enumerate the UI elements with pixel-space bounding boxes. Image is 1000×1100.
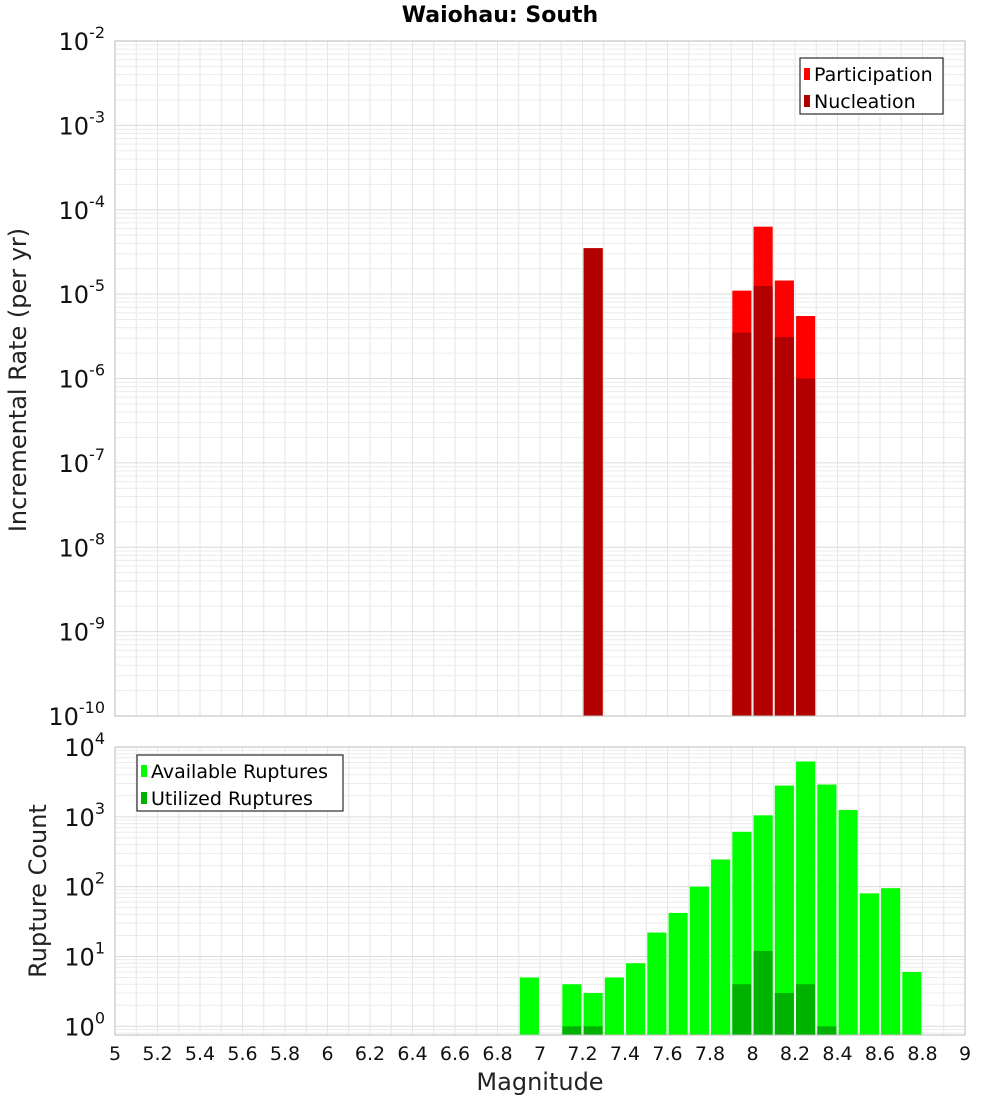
x-tick-label: 9 xyxy=(959,1043,971,1065)
bar xyxy=(562,984,582,1035)
legend: Available Ruptures Utilized Ruptures xyxy=(136,754,344,812)
y-tick-label: 103 xyxy=(64,799,105,832)
legend-label: Nucleation xyxy=(814,91,916,113)
bar xyxy=(604,977,624,1035)
rupture-count-panel: 100 101 102 103 104 5 5.2 5.4 5.6 5.8 6 6.2 6.4 6.6 6.… xyxy=(64,729,971,1065)
y-tick-label: 102 xyxy=(64,869,105,902)
bar xyxy=(689,886,709,1035)
series-secondary-bars xyxy=(583,248,816,717)
x-tick-label: 8.2 xyxy=(780,1043,810,1065)
x-tick-label: 7 xyxy=(534,1043,546,1065)
x-tick-label: 8.6 xyxy=(865,1043,895,1065)
legend-swatch xyxy=(804,95,810,107)
legend: Participation Nucleation xyxy=(799,57,944,115)
bar xyxy=(753,950,773,1035)
bar xyxy=(796,378,816,716)
legend-swatch xyxy=(141,792,147,804)
bar xyxy=(817,784,837,1035)
legend-box xyxy=(799,57,944,115)
bar xyxy=(732,332,752,716)
bar xyxy=(902,971,922,1035)
bar xyxy=(711,859,731,1035)
bar xyxy=(562,1026,582,1035)
x-tick-label: 6.4 xyxy=(397,1043,427,1065)
y-tick-label: 10-6 xyxy=(59,361,106,394)
x-tick-label: 6.2 xyxy=(355,1043,385,1065)
chart-title: Waiohau: South xyxy=(402,3,598,28)
bar xyxy=(732,984,752,1035)
plot-frame xyxy=(114,746,966,1036)
y-tick-labels: 10-2 10-3 10-4 10-5 10-6 10-7 10-8 10-9 10-10 xyxy=(48,23,105,731)
x-tick-label: 5 xyxy=(109,1043,121,1065)
legend-label: Participation xyxy=(814,64,933,86)
y-tick-label: 10-7 xyxy=(59,445,106,478)
y-tick-label: 10-9 xyxy=(59,614,106,647)
y-tick-label: 10-10 xyxy=(48,698,105,731)
y-tick-label: 10-2 xyxy=(59,23,106,56)
bar xyxy=(519,977,539,1035)
bar xyxy=(774,337,794,716)
x-tick-label: 8.4 xyxy=(822,1043,852,1065)
x-tick-label: 8 xyxy=(746,1043,758,1065)
y-tick-label: 10-3 xyxy=(59,107,106,140)
bar xyxy=(583,1026,603,1035)
legend-label: Utilized Ruptures xyxy=(151,788,313,810)
bar xyxy=(817,1026,837,1035)
bar xyxy=(583,992,603,1035)
y-tick-label: 100 xyxy=(64,1008,105,1041)
x-tick-label: 7.6 xyxy=(652,1043,682,1065)
bar xyxy=(668,912,688,1035)
series-primary-bars xyxy=(519,761,922,1035)
x-tick-label: 8.8 xyxy=(907,1043,937,1065)
legend-swatch xyxy=(141,765,147,777)
x-tick-label: 6.6 xyxy=(440,1043,470,1065)
bar xyxy=(732,831,752,1035)
bottom-y-axis-label: Rupture Count xyxy=(24,804,52,978)
x-tick-label: 5.2 xyxy=(142,1043,172,1065)
bar xyxy=(796,761,816,1035)
x-tick-label: 5.6 xyxy=(227,1043,257,1065)
x-tick-label: 5.4 xyxy=(185,1043,215,1065)
x-axis-label: Magnitude xyxy=(476,1068,603,1096)
x-tick-label: 7.2 xyxy=(567,1043,597,1065)
y-tick-label: 10-5 xyxy=(59,276,106,309)
bar xyxy=(881,888,901,1035)
grid-lines xyxy=(114,40,966,717)
x-tick-label: 7.4 xyxy=(610,1043,640,1065)
legend-box xyxy=(136,754,344,812)
bar xyxy=(647,932,667,1035)
x-tick-label: 5.8 xyxy=(270,1043,300,1065)
plot-frame xyxy=(114,40,966,717)
x-tick-label: 6 xyxy=(321,1043,333,1065)
bar xyxy=(774,785,794,1035)
y-tick-labels: 100 101 102 103 104 xyxy=(64,729,105,1041)
incremental-rate-panel: 10-2 10-3 10-4 10-5 10-6 10-7 10-8 10-9 10-10 Par… xyxy=(48,23,966,731)
x-tick-labels: 5 5.2 5.4 5.6 5.8 6 6.2 6.4 6.6 6.8 7 7.2 7.4 7.6 7.8 8… xyxy=(109,1043,971,1065)
bar xyxy=(774,992,794,1035)
y-tick-label: 10-4 xyxy=(59,192,106,225)
bar xyxy=(796,984,816,1035)
y-tick-label: 10-8 xyxy=(59,529,106,562)
y-tick-label: 101 xyxy=(64,938,105,971)
bar xyxy=(753,285,773,716)
bar xyxy=(626,963,646,1035)
bar xyxy=(859,893,879,1035)
legend-swatch xyxy=(804,68,810,80)
bar xyxy=(838,810,858,1035)
y-tick-label: 104 xyxy=(64,729,105,762)
bar xyxy=(583,248,603,717)
series-secondary-bars xyxy=(562,950,837,1035)
top-y-axis-label: Incremental Rate (per yr) xyxy=(4,228,32,532)
x-tick-label: 7.8 xyxy=(695,1043,725,1065)
legend-label: Available Ruptures xyxy=(151,761,328,783)
x-tick-label: 6.8 xyxy=(482,1043,512,1065)
